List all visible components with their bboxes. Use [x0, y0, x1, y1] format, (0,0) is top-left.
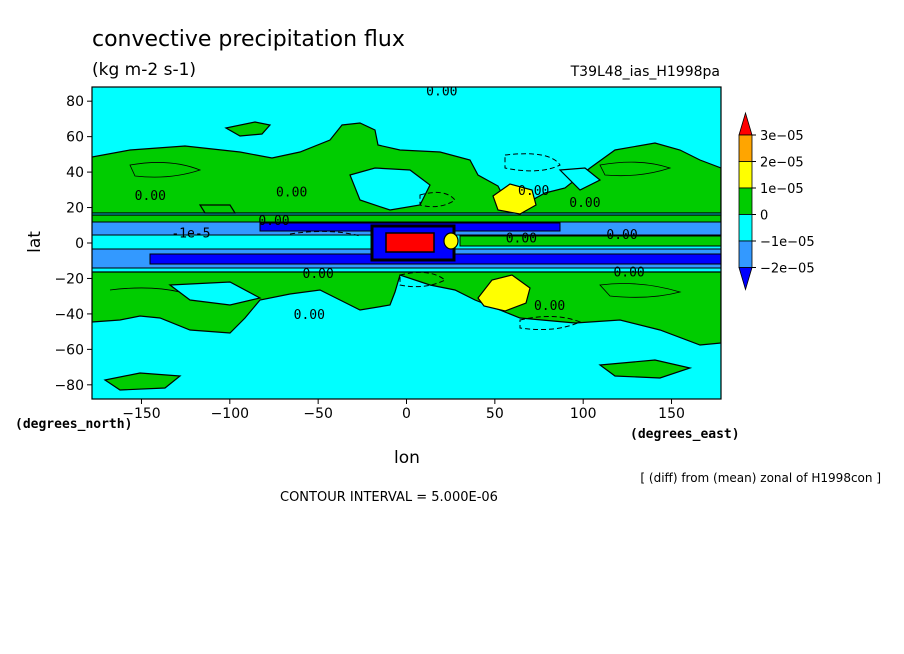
yellow-blob-north: [492, 183, 537, 215]
cyan-hole-south-center: [168, 281, 262, 306]
green-islet-north: [224, 121, 272, 137]
contour-label: 0.00: [534, 299, 565, 314]
x-tick-label: 100: [570, 406, 597, 422]
dashed-contours: [289, 153, 582, 330]
contour-label: -1e-5: [171, 226, 210, 241]
x-unit-label: (degrees_east): [630, 427, 740, 442]
colorbar-swatch: [738, 161, 753, 189]
y-tick-label: −80: [54, 378, 84, 394]
chart-units: (kg m-2 s-1): [92, 60, 196, 80]
colorbar-label: −1e−05: [760, 235, 815, 250]
cyan-hole-north-pacific: [558, 167, 602, 191]
green-islet-south-west: [103, 372, 182, 391]
contour-label: 0.00: [506, 232, 537, 247]
dashed-contour-west-band: [289, 230, 361, 237]
negative-holes: [168, 167, 602, 306]
y-axis: 80 60 40 20 0 −20 −40 −60 −80: [54, 94, 92, 394]
contour-label: 0.00: [258, 214, 289, 229]
chart-title: convective precipitation flux: [92, 27, 405, 52]
green-equatorial-strip-east: [459, 235, 721, 247]
y-tick-label: 60: [66, 130, 84, 146]
x-tick-label: 50: [486, 406, 504, 422]
diff-note: [ (diff) from (mean) zonal of H1998con ]: [640, 471, 881, 485]
central-anomaly: [370, 224, 459, 262]
positive-regions: [92, 121, 721, 391]
cyan-hole-north-atlantic: [349, 167, 431, 211]
colorbar-label: 1e−05: [760, 182, 804, 197]
green-region-south: [92, 271, 721, 346]
solid-contour-south-west: [109, 287, 181, 293]
yellow-blob-center: [443, 232, 459, 250]
colorbar-label: 3e−05: [760, 129, 804, 144]
solid-contour-south-east: [599, 283, 682, 298]
dashed-contour-north-east: [504, 153, 561, 172]
contour-label: 0.00: [426, 85, 457, 100]
contour-label: 0.00: [303, 267, 334, 282]
x-axis: −150 −100 −50 0 50 100 150: [122, 399, 685, 422]
green-region-north-west: [92, 122, 721, 214]
y-tick-label: 20: [66, 201, 84, 217]
solid-contours: [109, 161, 682, 298]
colorbar-bottom-arrow: [738, 267, 753, 291]
contour-label: 0.00: [518, 184, 549, 199]
yellow-maxima: [477, 183, 537, 312]
green-islet-mid-west: [198, 204, 237, 214]
dashed-contour-south-center: [399, 271, 446, 288]
x-tick-label: 0: [402, 406, 411, 422]
y-tick-label: 0: [75, 236, 84, 252]
y-axis-label: lat: [25, 231, 45, 253]
colorbar-swatch: [738, 187, 753, 215]
colorbar: 3e−05 2e−05 1e−05 0 −1e−05 −2e−05: [738, 111, 815, 291]
colorbar-label: 2e−05: [760, 156, 804, 171]
contour-interval: CONTOUR INTERVAL = 5.000E-06: [280, 490, 498, 505]
solid-contour-north-west: [129, 162, 202, 178]
colorbar-top-arrow: [738, 111, 753, 136]
y-tick-label: −60: [54, 342, 84, 358]
contour-label: 0.00: [135, 189, 166, 204]
contour-label: 0.00: [613, 265, 644, 280]
plot-area: 0.00 0.00 0.00 0.00 0.00 0.00 0.00 0.00 0.00 0.00…: [92, 85, 721, 399]
contour-label: 0.00: [276, 186, 307, 201]
green-islet-south-east: [598, 359, 693, 379]
y-tick-label: 80: [66, 94, 84, 110]
colorbar-label: 0: [760, 209, 768, 224]
x-tick-label: −50: [303, 406, 333, 422]
y-tick-label: −20: [54, 271, 84, 287]
y-unit-label: (degrees_north): [15, 417, 132, 432]
x-axis-label: lon: [394, 448, 420, 468]
solid-contour-north-east: [599, 161, 672, 177]
x-tick-label: −100: [211, 406, 249, 422]
red-core: [385, 232, 435, 253]
contour-label: 0.00: [606, 228, 637, 243]
colorbar-swatch: [738, 134, 753, 162]
contour-label: 0.00: [294, 308, 325, 323]
x-tick-label: −150: [122, 406, 160, 422]
dashed-contour-south-east: [519, 316, 582, 330]
contour-labels: 0.00 0.00 0.00 0.00 0.00 0.00 0.00 0.00 0.00 0.00…: [135, 85, 645, 323]
y-tick-label: −40: [54, 307, 84, 323]
contour-label: 0.00: [569, 196, 600, 211]
y-tick-label: 40: [66, 165, 84, 181]
colorbar-label: −2e−05: [760, 262, 815, 277]
yellow-blob-south: [477, 274, 531, 312]
run-label: T39L48_ias_H1998pa: [570, 64, 720, 80]
colorbar-swatch: [738, 240, 753, 268]
dashed-contour-north-center: [419, 191, 456, 208]
x-tick-label: 150: [658, 406, 685, 422]
colorbar-swatch: [738, 214, 753, 242]
